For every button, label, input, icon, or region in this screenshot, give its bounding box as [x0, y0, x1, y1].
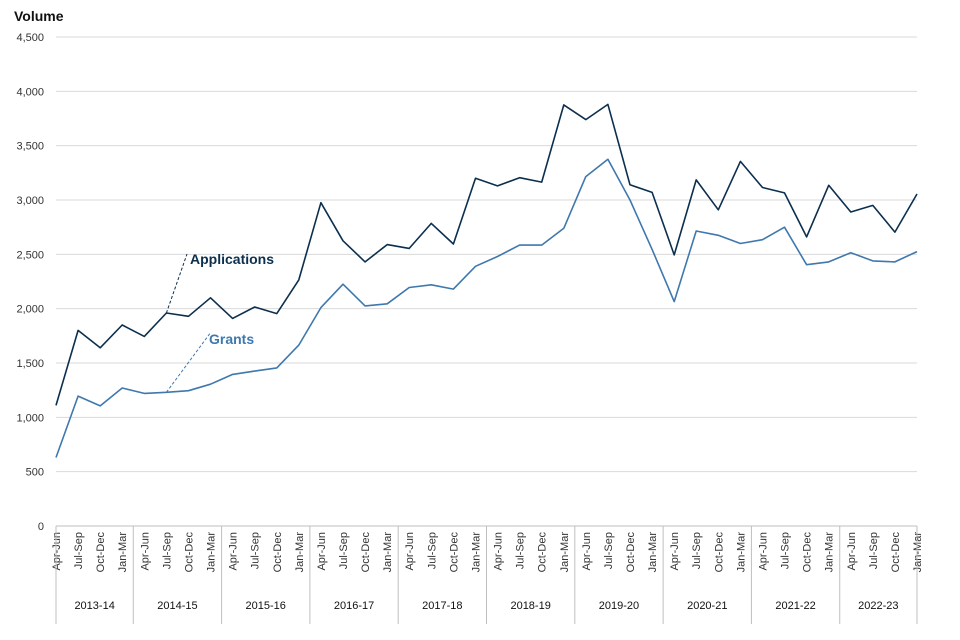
x-tick-label: Jan-Mar: [559, 532, 571, 573]
y-tick-label: 2,000: [16, 304, 44, 316]
x-tick-label: Oct-Dec: [360, 532, 372, 573]
y-tick-label: 2,500: [16, 249, 44, 261]
x-tick-label: Oct-Dec: [95, 532, 107, 573]
x-tick-label: Jan-Mar: [382, 532, 394, 573]
series-label-grants: Grants: [209, 331, 254, 347]
x-group-label: 2016-17: [334, 600, 374, 612]
x-tick-label: Jul-Sep: [868, 532, 880, 569]
grid: [56, 36, 917, 527]
x-tick-label: Apr-Jun: [493, 532, 505, 571]
y-tick-label: 4,500: [16, 32, 44, 44]
x-tick-label: Jul-Sep: [515, 532, 527, 569]
x-tick-label: Jan-Mar: [294, 532, 306, 573]
y-tick-label: 500: [26, 467, 44, 479]
x-tick-label: Jan-Mar: [470, 532, 482, 573]
x-tick-label: Jan-Mar: [206, 532, 218, 573]
x-tick-label: Apr-Jun: [51, 532, 63, 571]
x-tick-label: Jan-Mar: [647, 532, 659, 573]
y-tick-label: 3,500: [16, 141, 44, 153]
y-tick-label: 3,000: [16, 195, 44, 207]
x-group-label: 2014-15: [157, 600, 197, 612]
x-group-label: 2015-16: [246, 600, 286, 612]
x-tick-label: Apr-Jun: [316, 532, 328, 571]
x-tick-label: Oct-Dec: [802, 532, 814, 573]
y-tick-label: 0: [38, 521, 44, 533]
x-tick-label: Oct-Dec: [537, 532, 549, 573]
y-tick-label: 1,000: [16, 412, 44, 424]
x-tick-label: Apr-Jun: [139, 532, 151, 571]
x-axis: Apr-Jun Jul-Sep Oct-Dec Jan-Mar Apr-Jun Jul-S…: [51, 525, 924, 624]
x-tick-label: Jul-Sep: [426, 532, 438, 569]
x-tick-label: Oct-Dec: [272, 532, 284, 573]
y-axis-ticks: 0 500 1,000 1,500 2,000 2,500 3,000 3,500 4,000 4…: [16, 32, 44, 533]
series-label-leader: [165, 253, 188, 314]
x-tick-label: Jul-Sep: [250, 532, 262, 569]
x-tick-label: Apr-Jun: [757, 532, 769, 571]
x-tick-label: Oct-Dec: [448, 532, 460, 573]
y-tick-label: 1,500: [16, 358, 44, 370]
series: [55, 103, 918, 458]
series-labels: Applications Grants: [165, 251, 274, 393]
x-tick-label: Jan-Mar: [117, 532, 129, 573]
x-group-label: 2018-19: [510, 600, 550, 612]
y-axis-title: Volume: [14, 8, 64, 24]
x-tick-label: Jul-Sep: [780, 532, 792, 569]
x-group-label: 2013-14: [74, 600, 114, 612]
x-tick-label: Oct-Dec: [183, 532, 195, 573]
x-tick-label: Jul-Sep: [73, 532, 85, 569]
x-tick-label: Apr-Jun: [581, 532, 593, 571]
x-tick-label: Apr-Jun: [228, 532, 240, 571]
x-group-label: 2022-23: [858, 600, 898, 612]
x-tick-label: Oct-Dec: [713, 532, 725, 573]
x-tick-label: Jul-Sep: [603, 532, 615, 569]
y-tick-label: 4,000: [16, 86, 44, 98]
x-group-label: 2017-18: [422, 600, 462, 612]
x-tick-label: Apr-Jun: [669, 532, 681, 571]
x-tick-label: Jul-Sep: [161, 532, 173, 569]
x-group-label: 2021-22: [775, 600, 815, 612]
x-tick-label: Jan-Mar: [912, 532, 924, 573]
series-label-applications: Applications: [190, 251, 274, 267]
x-tick-label: Jan-Mar: [735, 532, 747, 573]
x-tick-label: Oct-Dec: [625, 532, 637, 573]
series-line-grants: [55, 158, 918, 458]
series-label-leader: [165, 331, 212, 393]
x-tick-label: Jul-Sep: [691, 532, 703, 569]
x-group-label: 2020-21: [687, 600, 727, 612]
x-tick-label: Jul-Sep: [338, 532, 350, 569]
x-tick-label: Apr-Jun: [404, 532, 416, 571]
series-line-applications: [55, 103, 918, 406]
x-tick-label: Jan-Mar: [824, 532, 836, 573]
x-tick-label: Oct-Dec: [890, 532, 902, 573]
x-tick-label: Apr-Jun: [846, 532, 858, 571]
x-group-label: 2019-20: [599, 600, 639, 612]
